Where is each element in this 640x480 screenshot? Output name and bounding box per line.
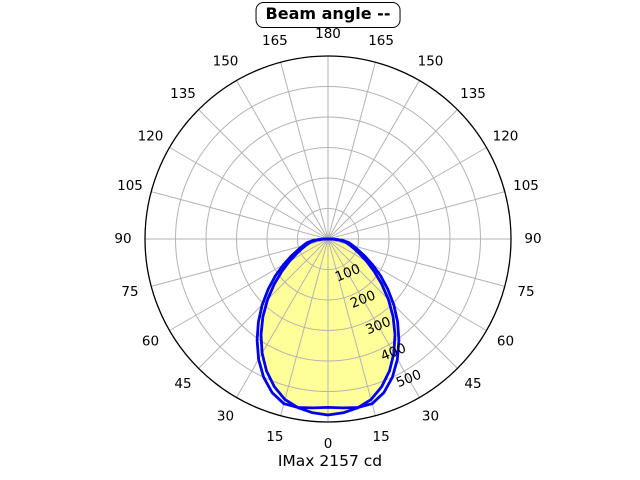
angle-label: 60 [142, 334, 159, 350]
angle-label: 105 [513, 178, 539, 194]
beam-angle-title: Beam angle -- [265, 4, 391, 23]
angle-label: 45 [464, 376, 481, 392]
intensity-curve-1 [259, 237, 397, 417]
angle-labels: 0 15 15 30 30 45 45 60 60 75 75 90 90 105 105 120 120 135… [114, 26, 541, 452]
radial-gridring [205, 116, 451, 362]
radial-gridring [175, 86, 481, 392]
angle-label: 150 [418, 54, 444, 70]
radial-gridring [236, 147, 420, 331]
angle-label: 90 [114, 231, 131, 247]
angle-label: 15 [266, 429, 283, 445]
angle-label: 150 [213, 54, 239, 70]
angle-label: 180 [315, 26, 341, 42]
beam-angle-title-box: Beam angle -- [255, 2, 401, 28]
angle-label: 75 [517, 284, 534, 300]
angle-label: 75 [121, 284, 138, 300]
imax-caption: IMax 2157 cd [277, 452, 383, 470]
angle-label: 30 [422, 409, 439, 425]
radial-gridring [266, 177, 390, 301]
angle-label: 60 [497, 334, 514, 350]
angle-label: 30 [217, 409, 234, 425]
radial-gridring [297, 208, 359, 270]
angle-label: 165 [368, 33, 394, 49]
angle-label: 120 [493, 129, 519, 145]
angle-label: 135 [460, 86, 486, 102]
intensity-curve-2 [255, 237, 401, 410]
angle-label: 165 [262, 33, 288, 49]
angle-label: 120 [138, 129, 164, 145]
intensity-curves [255, 237, 401, 417]
radial-tick-label: 500 [394, 367, 424, 391]
angle-label: 0 [324, 436, 333, 452]
angle-label: 105 [117, 178, 143, 194]
angle-label: 135 [170, 86, 196, 102]
angle-label: 90 [524, 231, 541, 247]
outer-circle [144, 55, 512, 423]
angle-label: 45 [174, 376, 191, 392]
angle-label: 15 [373, 429, 390, 445]
